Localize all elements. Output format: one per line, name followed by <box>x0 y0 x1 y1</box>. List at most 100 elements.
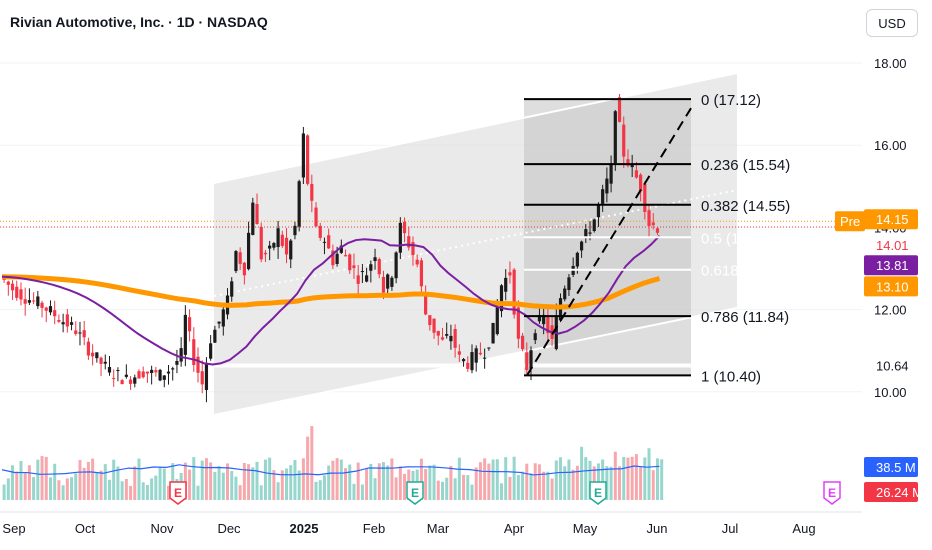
candle-body <box>508 272 512 276</box>
candle-body <box>280 234 284 246</box>
volume-bar <box>112 459 116 500</box>
candle <box>230 277 234 302</box>
candle <box>436 330 440 346</box>
volume-bar <box>124 478 128 500</box>
price-tick-label: 10.00 <box>874 385 907 400</box>
candle <box>592 218 596 233</box>
earnings-marker: E <box>169 481 187 505</box>
earnings-badge <box>823 481 841 505</box>
volume-bar <box>204 458 208 500</box>
candle <box>651 213 655 230</box>
candle <box>449 324 453 350</box>
candle <box>314 202 318 228</box>
volume-bar <box>301 458 305 500</box>
candle <box>263 249 268 262</box>
volume-bar <box>11 465 15 500</box>
candle-body <box>154 370 158 373</box>
candle <box>166 364 171 385</box>
candle <box>259 222 263 263</box>
candle-body <box>478 352 483 355</box>
candle <box>483 348 487 369</box>
candle-body <box>386 274 390 289</box>
volume-bar <box>365 468 369 500</box>
candle-body <box>221 309 225 327</box>
candle-body <box>53 310 57 317</box>
candle-body <box>141 371 145 378</box>
pre-price-label: 14.15 <box>876 212 909 227</box>
candle-body <box>74 330 78 334</box>
candle-body <box>639 174 643 192</box>
candle-body <box>238 252 242 264</box>
candle-body <box>27 300 31 303</box>
candle <box>424 285 428 316</box>
candle-body <box>48 306 53 313</box>
candle-body <box>407 236 411 248</box>
candle-body <box>617 97 622 122</box>
candle <box>268 240 272 261</box>
candle <box>327 228 331 250</box>
time-tick-label: Aug <box>792 521 815 536</box>
candle-body <box>601 189 605 204</box>
candle-body <box>23 299 27 304</box>
volume-bar <box>394 477 398 500</box>
time-tick-label: May <box>573 521 598 536</box>
volume-bar <box>255 461 259 500</box>
candle <box>154 366 158 377</box>
candle <box>74 321 78 336</box>
volume-bar <box>293 460 297 500</box>
candle-body <box>171 368 175 370</box>
candle-body <box>537 314 542 322</box>
volume-bar <box>65 478 69 500</box>
price-tick-label: 16.00 <box>874 138 907 153</box>
candle <box>533 329 537 344</box>
time-tick-label: Sep <box>2 521 25 536</box>
candle <box>280 230 284 248</box>
candle <box>373 248 377 270</box>
volume-bar <box>15 471 19 500</box>
candle <box>213 325 217 343</box>
candle-body <box>419 260 424 287</box>
candle-body <box>432 318 436 333</box>
candle-body <box>411 242 415 256</box>
volume-bar <box>466 475 470 500</box>
candle <box>57 314 61 323</box>
currency-button[interactable]: USD <box>866 9 918 37</box>
volume-bar <box>626 457 630 500</box>
volume-bar <box>453 478 457 500</box>
volume-bar <box>529 473 533 500</box>
volume-bar <box>373 478 377 500</box>
support-price-label-bg <box>864 355 918 376</box>
candle <box>272 241 276 251</box>
candle <box>579 240 584 258</box>
candle <box>187 309 192 342</box>
volume-bar <box>643 457 647 500</box>
candle-body <box>525 352 529 371</box>
volume-bar <box>242 463 246 500</box>
candle <box>116 367 120 382</box>
candle-body <box>213 329 217 343</box>
sma50-price-label: 13.81 <box>876 258 909 273</box>
candle <box>622 116 626 168</box>
candle <box>398 217 402 260</box>
candle-body <box>542 314 546 325</box>
volume-label: 26.24 M <box>876 485 923 500</box>
volume-bar <box>167 485 170 500</box>
candle-body <box>546 316 550 334</box>
volume-bar <box>99 470 103 500</box>
candle-body <box>230 281 234 297</box>
volume-bar <box>247 464 251 500</box>
candle <box>352 253 356 279</box>
candle <box>40 300 44 318</box>
candle-body <box>314 207 318 227</box>
volume-bar <box>491 459 495 500</box>
candle <box>171 366 175 381</box>
volume-bar <box>352 483 356 500</box>
volume-bar <box>107 479 111 500</box>
volume-bar <box>40 456 44 500</box>
candle <box>179 337 183 367</box>
candle-body <box>32 300 36 302</box>
volume-bar <box>331 460 335 500</box>
candle-body <box>36 296 40 307</box>
volume-bar <box>78 460 82 500</box>
